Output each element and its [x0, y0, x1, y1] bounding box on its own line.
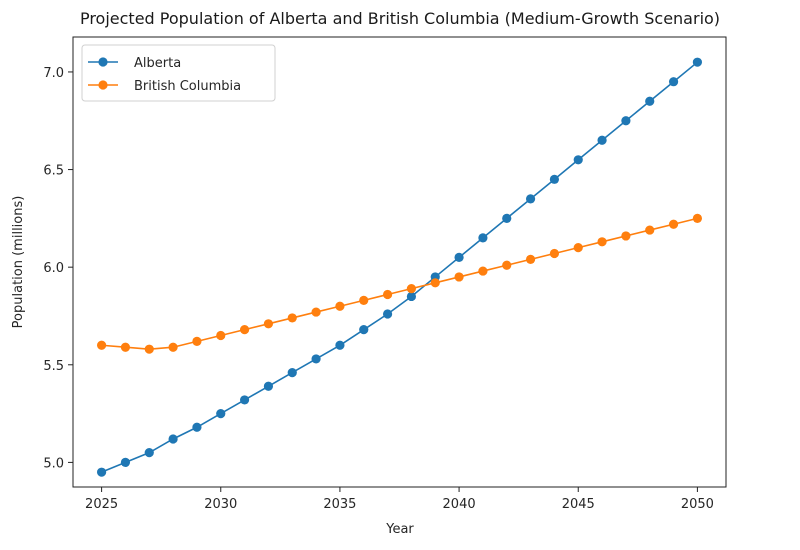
data-point — [502, 260, 512, 270]
data-point — [621, 231, 631, 241]
data-point — [335, 340, 345, 350]
data-point — [192, 336, 202, 346]
legend-item: British Columbia — [88, 79, 241, 94]
data-point — [549, 248, 560, 259]
data-point — [502, 213, 512, 223]
data-point — [96, 340, 107, 350]
data-point — [263, 381, 274, 391]
data-point — [120, 342, 131, 352]
x-tick-label: 2030 — [204, 497, 237, 512]
data-point — [406, 284, 417, 294]
plot-area — [72, 36, 727, 488]
data-point — [549, 174, 560, 184]
data-point — [645, 96, 655, 106]
data-point — [287, 313, 297, 323]
data-point — [120, 457, 131, 468]
data-point — [216, 408, 226, 419]
data-point — [597, 237, 607, 247]
data-point — [359, 325, 369, 335]
x-tick-label: 2025 — [85, 497, 118, 512]
data-point — [382, 289, 393, 300]
x-axis: 2025 2030 2035 2040 2045 2050 — [85, 487, 714, 512]
y-tick-label: 5.5 — [43, 359, 64, 374]
series-alberta — [96, 57, 703, 477]
data-point — [573, 243, 583, 253]
data-point — [335, 301, 345, 311]
series-layer — [96, 57, 703, 477]
data-point — [668, 77, 679, 87]
x-tick-label: 2050 — [681, 497, 714, 512]
data-point — [454, 252, 464, 263]
x-tick-label: 2045 — [562, 497, 595, 512]
y-tick-label: 6.5 — [43, 164, 64, 179]
legend-box — [81, 44, 276, 102]
y-tick-label: 6.0 — [43, 261, 64, 276]
x-axis-label: Year — [385, 522, 414, 537]
data-point — [382, 309, 393, 319]
data-point — [621, 116, 631, 126]
y-axis-label: Population (millions) — [11, 196, 26, 329]
data-point — [430, 278, 440, 288]
legend-marker-icon — [98, 80, 108, 90]
data-point — [406, 291, 417, 302]
legend-marker-icon — [98, 57, 108, 67]
series-british-columbia — [96, 213, 703, 354]
legend-item: Alberta — [88, 56, 181, 71]
data-point — [144, 448, 154, 458]
y-tick-label: 7.0 — [43, 66, 64, 81]
data-point — [192, 422, 202, 432]
data-point — [168, 342, 178, 352]
data-point — [311, 354, 321, 364]
data-point — [525, 254, 536, 264]
data-point — [645, 225, 655, 235]
x-tick-label: 2035 — [323, 497, 356, 512]
data-point — [263, 319, 274, 329]
y-axis: 5.0 5.5 6.0 6.5 7.0 — [43, 66, 73, 471]
data-point — [597, 135, 607, 145]
data-point — [239, 325, 250, 335]
data-point — [239, 395, 250, 405]
legend-label: British Columbia — [134, 79, 241, 94]
data-point — [692, 57, 703, 67]
data-point — [359, 295, 369, 305]
data-point — [168, 434, 178, 444]
x-tick-label: 2040 — [443, 497, 476, 512]
legend-label: Alberta — [134, 56, 181, 71]
data-point — [287, 367, 297, 378]
data-point — [144, 344, 154, 354]
legend: Alberta British Columbia — [81, 44, 276, 102]
data-point — [216, 330, 226, 341]
data-point — [573, 155, 583, 165]
data-point — [478, 233, 488, 243]
chart-title: Projected Population of Alberta and Brit… — [80, 9, 720, 28]
data-point — [311, 307, 321, 317]
data-point — [525, 194, 536, 204]
y-tick-label: 5.0 — [43, 456, 64, 471]
data-point — [668, 219, 679, 229]
data-point — [454, 272, 464, 282]
data-point — [692, 213, 703, 223]
data-point — [96, 467, 107, 477]
data-point — [478, 266, 488, 276]
